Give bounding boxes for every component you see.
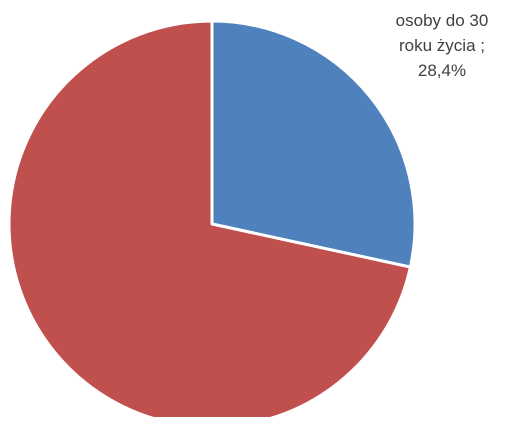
slice-label-line-1: osoby do 30 bbox=[395, 11, 489, 30]
pie-slice-1 bbox=[7, 19, 412, 422]
slice-label-line-2: roku życia ; bbox=[399, 36, 485, 55]
slice-data-label: osoby do 30 roku życia ; 28,4% bbox=[372, 8, 510, 83]
pie-slice-0 bbox=[210, 19, 417, 269]
slice-label-line-3: 28,4% bbox=[417, 61, 467, 80]
